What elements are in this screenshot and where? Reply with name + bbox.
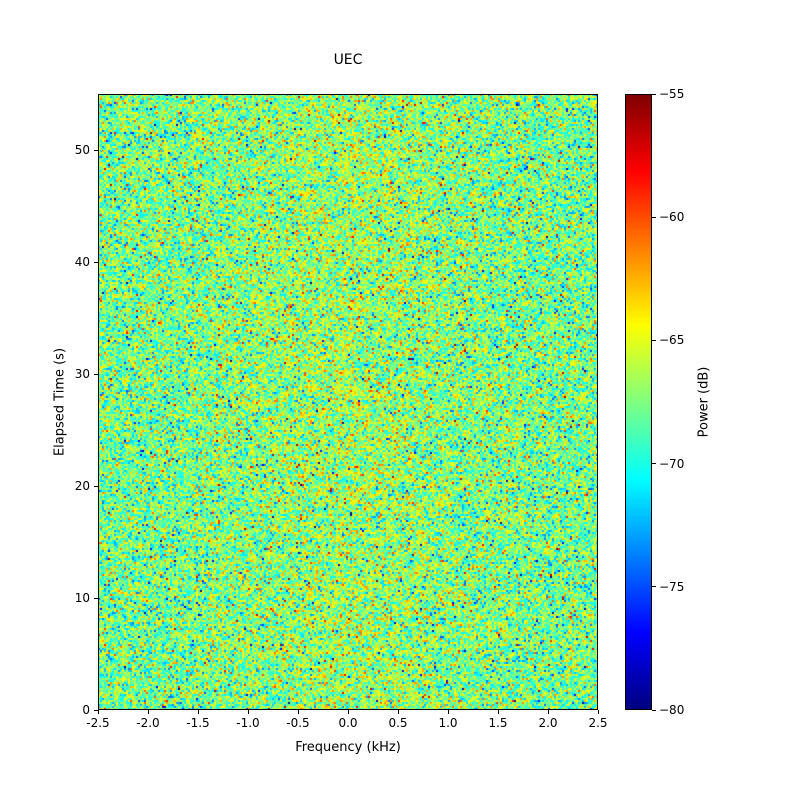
figure-title: UEC xyxy=(333,52,363,68)
colorbar-tick-mark xyxy=(652,93,656,95)
y-tick-label: 30 xyxy=(74,367,90,381)
colorbar-tick-mark xyxy=(652,586,656,588)
x-tick-label: -2.5 xyxy=(86,716,110,730)
x-axis-label: Frequency (kHz) xyxy=(295,740,401,755)
y-tick-mark xyxy=(94,597,98,599)
x-tick-label: -0.5 xyxy=(286,716,310,730)
colorbar-label: Power (dB) xyxy=(696,366,712,438)
x-tick-mark xyxy=(297,710,299,714)
y-tick-mark xyxy=(94,709,98,711)
x-tick-mark xyxy=(247,710,249,714)
x-tick-mark xyxy=(197,710,199,714)
x-tick-label: -2.0 xyxy=(136,716,160,730)
x-tick-label: -1.0 xyxy=(236,716,260,730)
colorbar-tick-label: −80 xyxy=(659,703,685,717)
y-tick-label: 40 xyxy=(74,255,90,269)
colorbar-tick-label: −70 xyxy=(659,456,685,471)
colorbar-tick-label: −65 xyxy=(659,333,685,348)
colorbar-tick-label: −55 xyxy=(659,87,685,101)
x-tick-mark xyxy=(147,710,149,714)
colorbar-gradient xyxy=(625,94,652,710)
y-axis-label: Elapsed Time (s) xyxy=(52,347,68,457)
colorbar-tick-mark xyxy=(652,216,656,218)
x-tick-mark xyxy=(497,710,499,714)
x-tick-label: -1.5 xyxy=(186,716,210,730)
x-tick-label: 0.5 xyxy=(388,716,408,730)
x-tick-label: 1.5 xyxy=(488,716,508,730)
colorbar-tick-mark xyxy=(652,463,656,465)
y-tick-label: 50 xyxy=(74,143,90,157)
x-tick-mark xyxy=(397,710,399,714)
y-tick-mark xyxy=(94,373,98,375)
colorbar-tick-mark xyxy=(652,339,656,341)
spectrogram-heatmap xyxy=(98,94,598,710)
x-tick-mark xyxy=(347,710,349,714)
y-tick-mark xyxy=(94,261,98,263)
x-tick-label: 2.0 xyxy=(538,716,558,730)
y-tick-mark xyxy=(94,149,98,151)
y-tick-label: 0 xyxy=(82,703,90,717)
x-tick-label: 0.0 xyxy=(338,716,358,730)
x-tick-mark xyxy=(597,710,599,714)
y-tick-label: 10 xyxy=(74,591,90,605)
y-tick-label: 20 xyxy=(74,479,90,493)
x-tick-label: 2.5 xyxy=(588,716,608,730)
colorbar-tick-label: −75 xyxy=(659,579,685,594)
colorbar-tick-label: −60 xyxy=(659,210,685,225)
x-tick-mark xyxy=(447,710,449,714)
x-tick-mark xyxy=(547,710,549,714)
y-tick-mark xyxy=(94,485,98,487)
x-tick-mark xyxy=(97,710,99,714)
colorbar-tick-mark xyxy=(652,709,656,711)
x-tick-label: 1.0 xyxy=(438,716,458,730)
